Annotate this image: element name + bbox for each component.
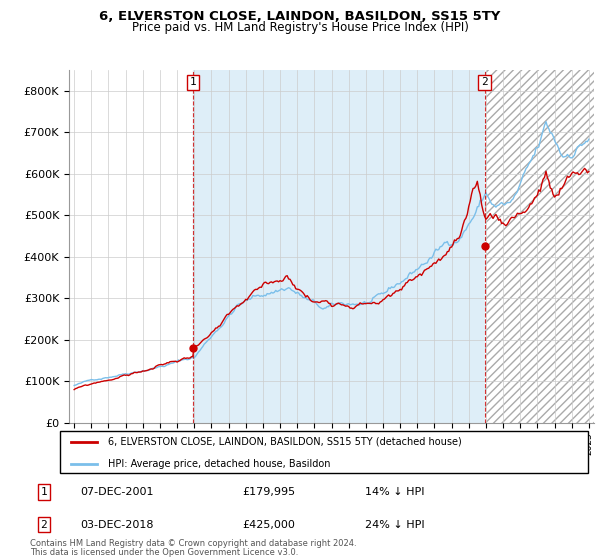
Text: £425,000: £425,000 (242, 520, 295, 530)
Text: £179,995: £179,995 (242, 487, 295, 497)
Text: 6, ELVERSTON CLOSE, LAINDON, BASILDON, SS15 5TY: 6, ELVERSTON CLOSE, LAINDON, BASILDON, S… (100, 10, 500, 23)
FancyBboxPatch shape (60, 431, 588, 473)
Bar (193, 70, 485, 423)
Text: 2: 2 (41, 520, 47, 530)
Text: 03-DEC-2018: 03-DEC-2018 (80, 520, 154, 530)
Text: Contains HM Land Registry data © Crown copyright and database right 2024.: Contains HM Land Registry data © Crown c… (30, 539, 356, 548)
Bar (485, 70, 600, 423)
Text: 1: 1 (190, 77, 196, 87)
Text: 6, ELVERSTON CLOSE, LAINDON, BASILDON, SS15 5TY (detached house): 6, ELVERSTON CLOSE, LAINDON, BASILDON, S… (107, 437, 461, 447)
Text: 2: 2 (481, 77, 488, 87)
Text: 07-DEC-2001: 07-DEC-2001 (80, 487, 154, 497)
Text: HPI: Average price, detached house, Basildon: HPI: Average price, detached house, Basi… (107, 459, 330, 469)
Text: 14% ↓ HPI: 14% ↓ HPI (365, 487, 424, 497)
Text: 1: 1 (41, 487, 47, 497)
Text: 24% ↓ HPI: 24% ↓ HPI (365, 520, 424, 530)
Bar (485, 70, 600, 423)
Text: This data is licensed under the Open Government Licence v3.0.: This data is licensed under the Open Gov… (30, 548, 298, 557)
Text: Price paid vs. HM Land Registry's House Price Index (HPI): Price paid vs. HM Land Registry's House … (131, 21, 469, 34)
